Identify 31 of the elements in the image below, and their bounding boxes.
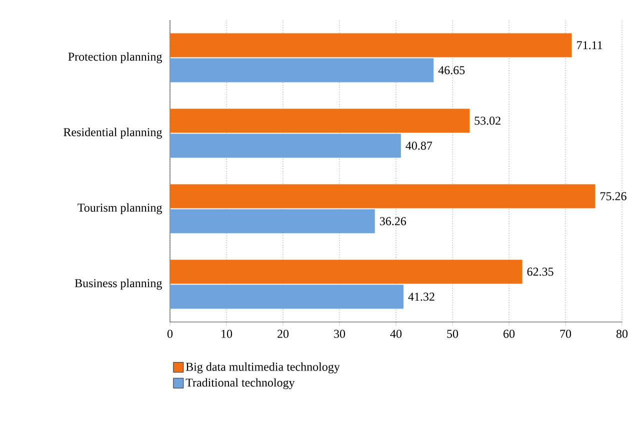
bar bbox=[170, 108, 470, 133]
y-tick-label: Business planning bbox=[74, 278, 162, 290]
legend-label: Traditional technology bbox=[186, 378, 295, 390]
data-label: 75.26 bbox=[600, 192, 626, 200]
data-label: 36.26 bbox=[380, 217, 406, 226]
data-label: 62.35 bbox=[527, 268, 554, 276]
data-label: 41.32 bbox=[408, 292, 434, 301]
bar bbox=[170, 184, 596, 208]
x-tick-label: 0 bbox=[167, 330, 173, 338]
y-tick-label: Residential planning bbox=[64, 128, 162, 139]
bar bbox=[170, 260, 522, 284]
bar bbox=[170, 134, 401, 158]
bar bbox=[170, 209, 375, 234]
x-tick-label: 70 bbox=[560, 330, 572, 338]
legend-label: Big data multimedia technology bbox=[186, 362, 340, 374]
x-tick-label: 10 bbox=[222, 330, 232, 338]
x-tick-label: 20 bbox=[278, 330, 289, 338]
data-label: 53.02 bbox=[474, 116, 500, 125]
y-tick-label: Tourism planning bbox=[78, 203, 162, 214]
data-label: 40.87 bbox=[406, 142, 432, 150]
x-tick-label: 80 bbox=[616, 330, 628, 338]
bar bbox=[170, 33, 572, 58]
bar bbox=[170, 284, 404, 309]
data-label: 71.11 bbox=[577, 41, 602, 50]
x-tick-label: 50 bbox=[447, 330, 458, 338]
y-tick-label: Protection planning bbox=[68, 52, 162, 64]
x-tick-label: 40 bbox=[390, 330, 402, 338]
data-label: 46.65 bbox=[438, 66, 465, 74]
x-tick-label: 60 bbox=[504, 330, 515, 338]
bar bbox=[170, 58, 434, 82]
x-tick-label: 30 bbox=[334, 330, 346, 338]
